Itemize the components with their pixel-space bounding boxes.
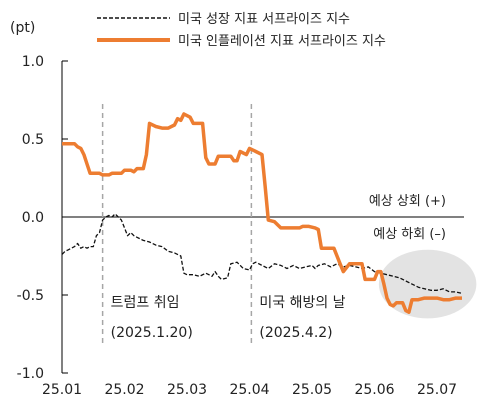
y-tick-label: -1.0 xyxy=(17,366,44,382)
legend-entry: 미국 성장 지표 서프라이즈 지수 xyxy=(178,12,350,27)
growth-surprise-series-line xyxy=(61,213,463,295)
x-tick-label: 25.01 xyxy=(42,382,82,398)
event-label: 트럼프 취임 xyxy=(111,295,180,311)
above-expectation-label: 예상 상회 (+) xyxy=(369,194,446,209)
below-expectation-label: 예상 하회 (–) xyxy=(373,227,446,242)
x-tick-label: 25.05 xyxy=(292,382,332,398)
event-date-label: (2025.4.2) xyxy=(259,325,332,341)
y-tick-label: 0.0 xyxy=(22,210,44,226)
x-tick-label: 25.02 xyxy=(104,382,144,398)
highlight-ellipse xyxy=(378,249,477,319)
x-tick-label: 25.07 xyxy=(417,382,457,398)
event-date-label: (2025.1.20) xyxy=(111,325,193,341)
legend-entry: 미국 인플레이션 지표 서프라이즈 지수 xyxy=(178,34,386,49)
inflation-surprise-series-line xyxy=(62,112,462,314)
x-tick-label: 25.06 xyxy=(354,382,394,398)
y-tick-label: -0.5 xyxy=(17,288,44,304)
event-label: 미국 해방의 날 xyxy=(259,295,345,311)
x-tick-label: 25.03 xyxy=(167,382,207,398)
x-tick-label: 25.04 xyxy=(229,382,269,398)
y-unit-label: (pt) xyxy=(10,20,35,36)
y-tick-label: 0.5 xyxy=(22,132,44,148)
y-tick-label: 1.0 xyxy=(22,54,44,70)
